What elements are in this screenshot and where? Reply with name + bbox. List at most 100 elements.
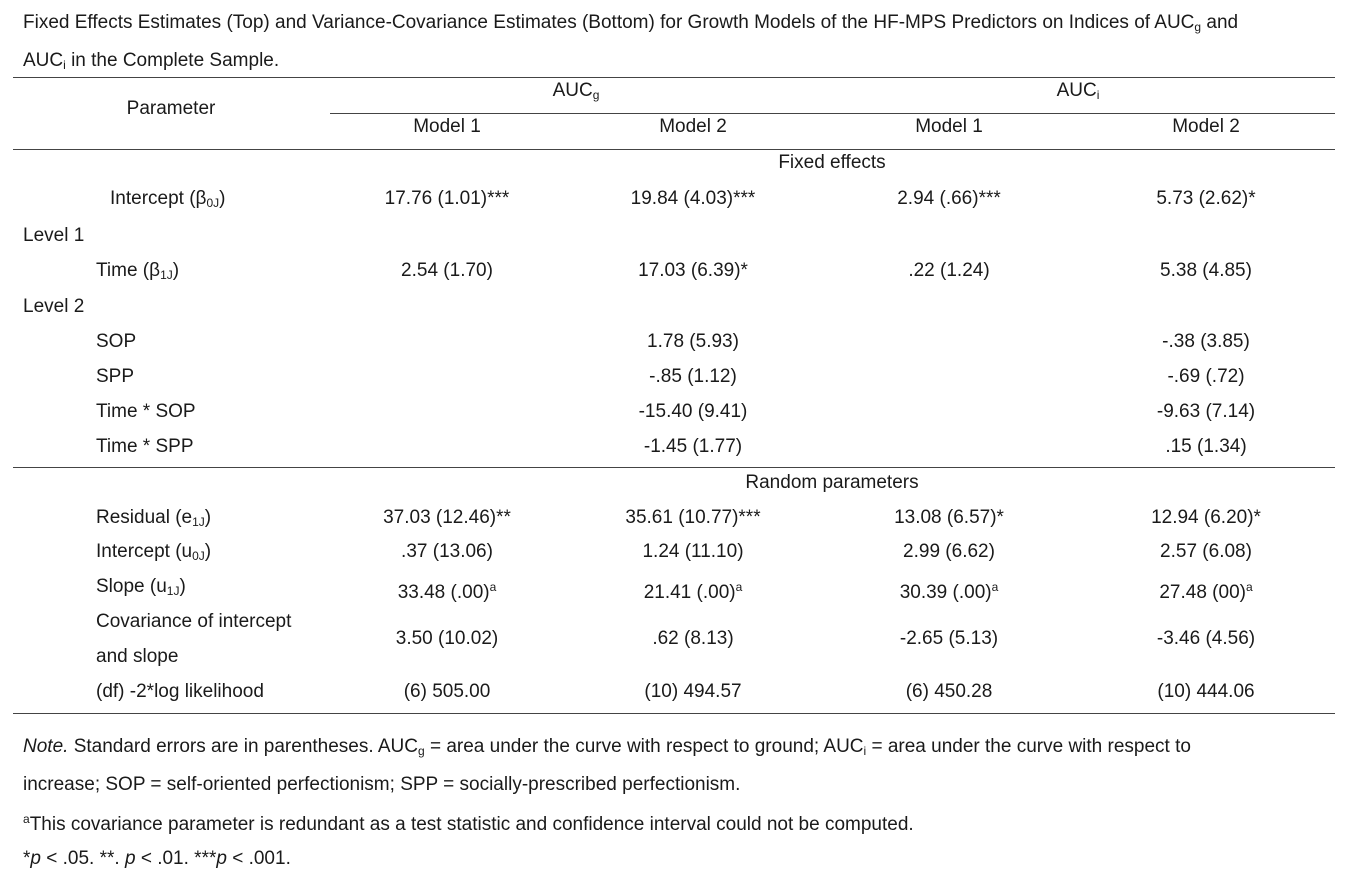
table-cell: 2.94 (.66)*** bbox=[897, 188, 1001, 209]
table-cell: (6) 450.28 bbox=[905, 681, 993, 702]
level-2-label: Level 2 bbox=[23, 296, 85, 317]
table-cell: 30.39 (.00)a bbox=[900, 575, 999, 605]
footnote-text: This covariance parameter is redundant a… bbox=[29, 814, 914, 835]
table-cell: 19.84 (4.03)*** bbox=[630, 188, 756, 209]
table-cell: 17.76 (1.01)*** bbox=[384, 188, 510, 209]
row-label-log-likelihood: (df) -2*log likelihood bbox=[96, 681, 264, 702]
note-line: increase; SOP = self-oriented perfection… bbox=[23, 768, 1343, 802]
cell-superscript: a bbox=[489, 580, 497, 594]
table-cell: 13.08 (6.57)* bbox=[894, 507, 1004, 528]
note-label: Note. bbox=[23, 736, 69, 757]
note-subscript: i bbox=[863, 744, 867, 758]
row-label-intercept-u: Intercept (u0J) bbox=[96, 540, 211, 568]
cell-value: 30.39 (.00) bbox=[899, 582, 992, 603]
row-label-text: Intercept (u bbox=[96, 541, 193, 562]
table-cell: -3.46 (4.56) bbox=[1156, 628, 1256, 649]
table-cell: 3.50 (10.02) bbox=[395, 628, 499, 649]
cell-superscript: a bbox=[1245, 580, 1253, 594]
row-label-subscript: 1J bbox=[166, 584, 180, 598]
level-1-label: Level 1 bbox=[23, 225, 85, 246]
table-notes: Note. Standard errors are in parentheses… bbox=[23, 730, 1343, 876]
table-cell: -9.63 (7.14) bbox=[1156, 401, 1256, 422]
model-header: Model 1 bbox=[915, 116, 983, 137]
table-cell: 1.78 (5.93) bbox=[647, 331, 739, 352]
cell-value: 33.48 (.00) bbox=[397, 582, 490, 603]
table-cell: 35.61 (10.77)*** bbox=[625, 507, 761, 528]
group-header-text: AUC bbox=[552, 80, 593, 101]
caption-text: AUC bbox=[23, 50, 64, 71]
table-cell: (6) 505.00 bbox=[403, 681, 491, 702]
table-cell: -.38 (3.85) bbox=[1162, 331, 1250, 352]
row-label-text: Slope (u bbox=[96, 576, 167, 597]
table-cell: 17.03 (6.39)* bbox=[638, 260, 748, 281]
row-label-residual: Residual (e1J) bbox=[96, 506, 211, 534]
table-caption: Fixed Effects Estimates (Top) and Varian… bbox=[23, 6, 1343, 82]
sig-p: p bbox=[124, 848, 136, 869]
note-text: = area under the curve with respect to bbox=[866, 736, 1191, 757]
table-cell: 1.24 (11.10) bbox=[642, 541, 744, 562]
row-label-time-beta: Time (β1J) bbox=[96, 259, 179, 287]
note-text: Standard errors are in parentheses. AUC bbox=[68, 736, 418, 757]
header-bottom-rule bbox=[13, 149, 1335, 150]
footnote-marker: a bbox=[23, 812, 30, 826]
table-cell: (10) 494.57 bbox=[644, 681, 742, 702]
caption-text: in the Complete Sample. bbox=[65, 50, 280, 71]
auc-i-group-header: AUCi bbox=[1057, 79, 1100, 107]
sig-text: < .01. *** bbox=[135, 848, 217, 869]
table-cell: .15 (1.34) bbox=[1165, 436, 1247, 457]
table-cell: .62 (8.13) bbox=[652, 628, 734, 649]
caption-subscript: g bbox=[1194, 20, 1202, 34]
row-label-intercept-beta: Intercept (β0J) bbox=[110, 187, 225, 215]
row-label-text: Time (β bbox=[96, 260, 161, 281]
row-label-covariance-line2: and slope bbox=[96, 646, 179, 667]
table-cell: -1.45 (1.77) bbox=[643, 436, 743, 457]
cell-value: 27.48 (00) bbox=[1159, 582, 1246, 603]
model-header: Model 2 bbox=[1172, 116, 1240, 137]
random-parameters-section-label: Random parameters bbox=[745, 472, 919, 493]
table-cell: 5.73 (2.62)* bbox=[1156, 188, 1256, 209]
row-label-subscript: 0J bbox=[192, 549, 205, 563]
footnote-line: aThis covariance parameter is redundant … bbox=[23, 802, 1343, 842]
sig-text: < .05. **. bbox=[40, 848, 125, 869]
row-label-covariance: Covariance of intercept bbox=[96, 611, 292, 632]
sig-text: * bbox=[23, 848, 31, 869]
parameter-header: Parameter bbox=[126, 98, 216, 119]
row-label-spp: SPP bbox=[96, 366, 135, 387]
row-label-subscript: 1J bbox=[160, 268, 173, 282]
model-header: Model 2 bbox=[659, 116, 727, 137]
model-header: Model 1 bbox=[413, 116, 481, 137]
table-cell: .37 (13.06) bbox=[401, 541, 493, 562]
note-text: = area under the curve with respect to g… bbox=[424, 736, 864, 757]
bottom-rule bbox=[13, 713, 1335, 714]
caption-text: Fixed Effects Estimates (Top) and Varian… bbox=[23, 12, 1195, 33]
row-label-slope: Slope (u1J) bbox=[96, 575, 186, 603]
row-label-text: Intercept (β bbox=[110, 188, 207, 209]
note-text: increase; SOP = self-oriented perfection… bbox=[23, 774, 741, 795]
sig-p: p bbox=[216, 848, 227, 869]
note-subscript: g bbox=[418, 744, 425, 758]
table-cell: -15.40 (9.41) bbox=[638, 401, 748, 422]
cell-superscript: a bbox=[991, 580, 999, 594]
row-label-time-spp: Time * SPP bbox=[96, 436, 194, 457]
cell-superscript: a bbox=[735, 580, 743, 594]
table-cell: -2.65 (5.13) bbox=[899, 628, 999, 649]
table-cell: -.69 (.72) bbox=[1167, 366, 1245, 387]
sig-text: < .001. bbox=[226, 848, 291, 869]
table-cell: -.85 (1.12) bbox=[649, 366, 737, 387]
table-cell: .22 (1.24) bbox=[908, 260, 990, 281]
caption-text: and bbox=[1201, 12, 1239, 33]
fixed-effects-section-label: Fixed effects bbox=[778, 152, 886, 173]
table-cell: 33.48 (.00)a bbox=[398, 575, 497, 605]
row-label-text: ) bbox=[204, 541, 212, 562]
table-cell: 37.03 (12.46)** bbox=[383, 507, 511, 528]
row-label-text: ) bbox=[219, 188, 226, 209]
sig-p: p bbox=[30, 848, 41, 869]
table-cell: 21.41 (.00)a bbox=[644, 575, 743, 605]
row-label-text: Residual (e bbox=[96, 507, 193, 528]
section-divider-rule bbox=[13, 467, 1335, 468]
table-cell: 2.54 (1.70) bbox=[401, 260, 493, 281]
row-label-subscript: 1J bbox=[192, 515, 205, 529]
table-cell: 27.48 (00)a bbox=[1159, 575, 1252, 605]
table-cell: 12.94 (6.20)* bbox=[1151, 507, 1261, 528]
